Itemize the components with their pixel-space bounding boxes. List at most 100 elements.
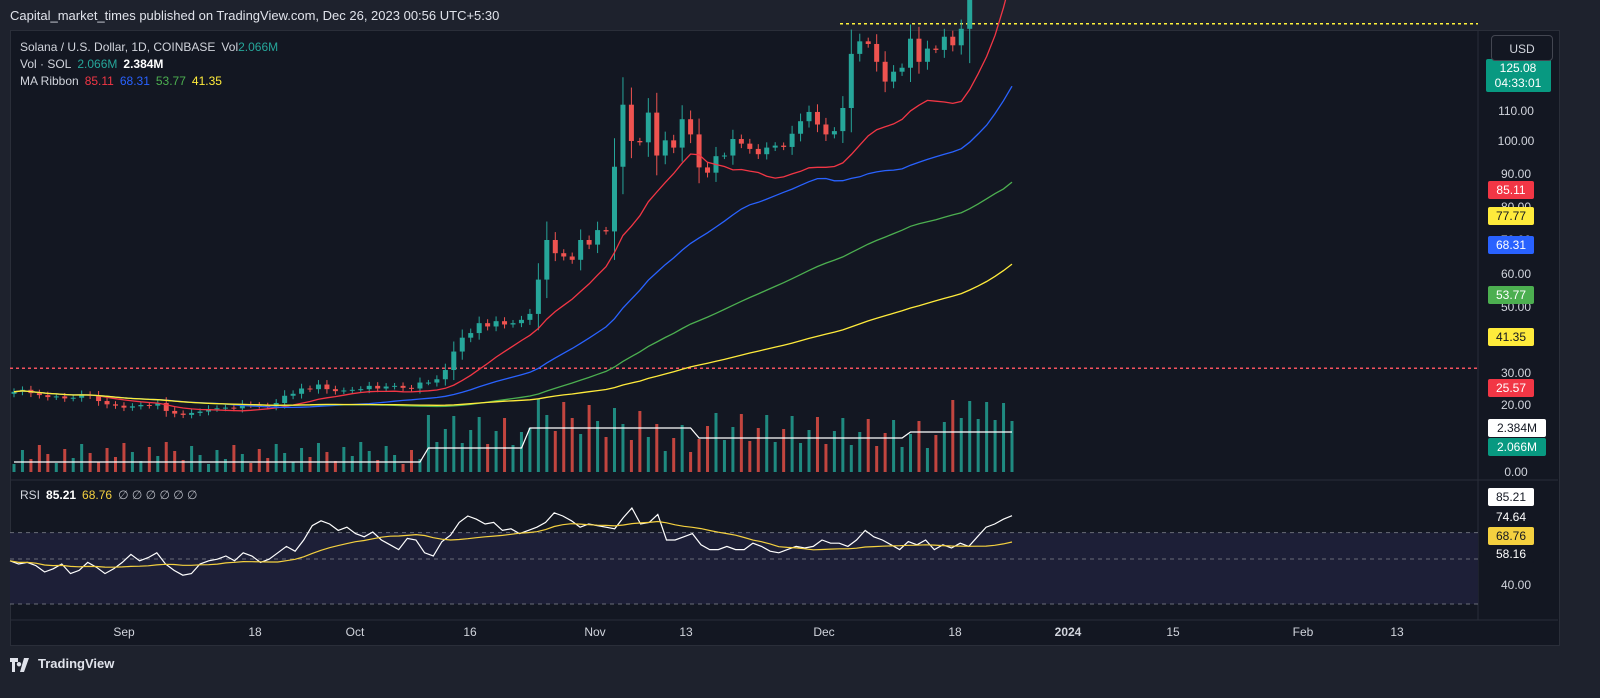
volume-bar [29,459,33,472]
vol-sol-label: Vol · SOL [20,57,72,71]
candle-body [899,67,905,72]
candle-body [180,413,186,415]
volume-bar [410,450,414,472]
candle-body [231,407,237,409]
vol-label: Vol [221,40,239,54]
volume-bar [536,399,540,472]
currency-button[interactable]: USD [1491,35,1553,61]
ma-value-2: 68.31 [119,74,150,88]
volume-bar [824,444,828,472]
candle-body [392,385,398,387]
vol-value: 2.066M [238,40,279,54]
time-axis-label: 2024 [1055,625,1082,639]
rsi-tag-ma: 68.76 [1496,529,1526,543]
candle-body [645,112,651,143]
candle-body [11,391,17,394]
candle-body [459,337,465,352]
volume-bar [612,408,616,472]
candle-body [425,382,431,384]
candle-body [239,404,245,409]
candle-body [442,370,448,380]
volume-bar [37,445,41,472]
volume-bar [739,414,743,472]
candle-body [299,388,305,394]
volume-bar [147,447,151,472]
candle-body [307,388,313,390]
time-axis-label: Sep [113,625,135,639]
volume-bar [604,437,608,472]
volume-bar [942,422,946,472]
candle-body [620,104,626,167]
candle-body [104,401,110,405]
volume-bar [291,462,295,472]
vol-tag-1-bg [1488,419,1546,437]
candle-body [814,111,820,125]
candle-body [451,351,457,371]
volume-bar [959,418,963,472]
volume-bar [308,457,312,472]
volume-bar [12,464,16,472]
rsi-ma-value: 68.76 [82,488,113,502]
candle-body [671,140,677,148]
candle-body [172,410,178,414]
candle-body [485,323,491,327]
rsi-legend[interactable]: RSI 85.21 68.76 ∅ ∅ ∅ ∅ ∅ ∅ [20,488,203,502]
volume-bar [207,464,211,472]
candle-body [53,396,59,398]
candle-body [730,139,736,156]
volume-bar [156,456,160,472]
vol-legend[interactable]: Vol · SOL 2.066M 2.384M [20,57,169,71]
rsi-tag-value: 85.21 [1496,490,1526,504]
candle-body [721,155,727,157]
volume-bar [418,459,422,472]
volume-bar [756,428,760,472]
volume-bar [866,419,870,472]
ma-legend[interactable]: MA Ribbon 85.11 68.31 53.77 41.35 [20,74,228,88]
candle-body [45,395,51,398]
candle-body [36,393,42,396]
volume-bar [909,434,913,472]
candle-body [375,385,381,389]
candle-body [628,104,634,141]
volume-bar [452,416,456,472]
time-axis-label: Oct [346,625,365,639]
volume-bar [638,411,642,472]
rsi-tag-middle-bg [1488,545,1534,563]
volume-bar [562,402,566,472]
candle-body [561,253,567,257]
volume-bar [782,429,786,472]
ma-value-1: 85.11 [84,74,114,88]
volume-bar [892,420,896,472]
rsi-placeholders: ∅ ∅ ∅ ∅ ∅ ∅ [118,488,198,502]
volume-bar [511,445,515,472]
time-axis-label: Dec [813,625,834,639]
candle-body [96,395,102,402]
level-upper-tag-bg [1488,207,1534,225]
volume-bar [105,448,109,472]
price-tick-label: 60.00 [1501,267,1531,281]
vol-sol-value1: 2.066M [77,57,118,71]
rsi-tag-ma-bg [1488,527,1534,545]
volume-bar [401,464,405,472]
rsi-line [9,506,1013,576]
vol-tag-2-bg [1488,438,1546,456]
volume-bar [435,442,439,472]
ma-value-3: 53.77 [155,74,186,88]
ma-value-4: 41.35 [191,74,222,88]
candle-body [840,108,846,132]
candle-body [535,279,541,314]
volume-bar [799,443,803,472]
candle-body [950,36,956,46]
volume-bar [553,431,557,472]
ma-tag-4: 41.35 [1496,330,1526,344]
volume-bar [249,463,253,472]
candle-body [417,382,423,389]
footer-brand[interactable]: TradingView [10,656,114,672]
candle-body [941,36,947,50]
symbol-legend[interactable]: Solana / U.S. Dollar, 1D, COINBASE Vol2.0… [20,40,284,54]
ma-tag-1-bg [1488,181,1534,199]
candle-body [688,119,694,135]
volume-bar [528,428,532,472]
candle-body [662,140,668,156]
